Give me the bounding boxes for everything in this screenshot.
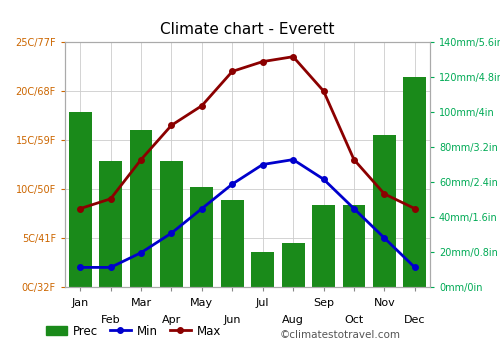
Bar: [99, 161, 122, 287]
Text: Nov: Nov: [374, 298, 395, 308]
Bar: [221, 199, 244, 287]
Bar: [404, 77, 426, 287]
Text: Feb: Feb: [101, 315, 120, 325]
Title: Climate chart - Everett: Climate chart - Everett: [160, 22, 335, 37]
Bar: [282, 243, 304, 287]
Bar: [130, 130, 152, 287]
Text: Jan: Jan: [72, 298, 89, 308]
Bar: [342, 205, 365, 287]
Bar: [160, 161, 183, 287]
Text: Oct: Oct: [344, 315, 364, 325]
Text: Aug: Aug: [282, 315, 304, 325]
Text: Sep: Sep: [313, 298, 334, 308]
Text: Jun: Jun: [224, 315, 241, 325]
Bar: [312, 205, 335, 287]
Bar: [373, 135, 396, 287]
Text: ©climatestotravel.com: ©climatestotravel.com: [280, 330, 401, 340]
Legend: Prec, Min, Max: Prec, Min, Max: [41, 320, 226, 342]
Text: Apr: Apr: [162, 315, 181, 325]
Bar: [69, 112, 92, 287]
Text: Mar: Mar: [130, 298, 152, 308]
Text: May: May: [190, 298, 214, 308]
Bar: [252, 252, 274, 287]
Text: Jul: Jul: [256, 298, 270, 308]
Text: Dec: Dec: [404, 315, 425, 325]
Bar: [190, 187, 214, 287]
